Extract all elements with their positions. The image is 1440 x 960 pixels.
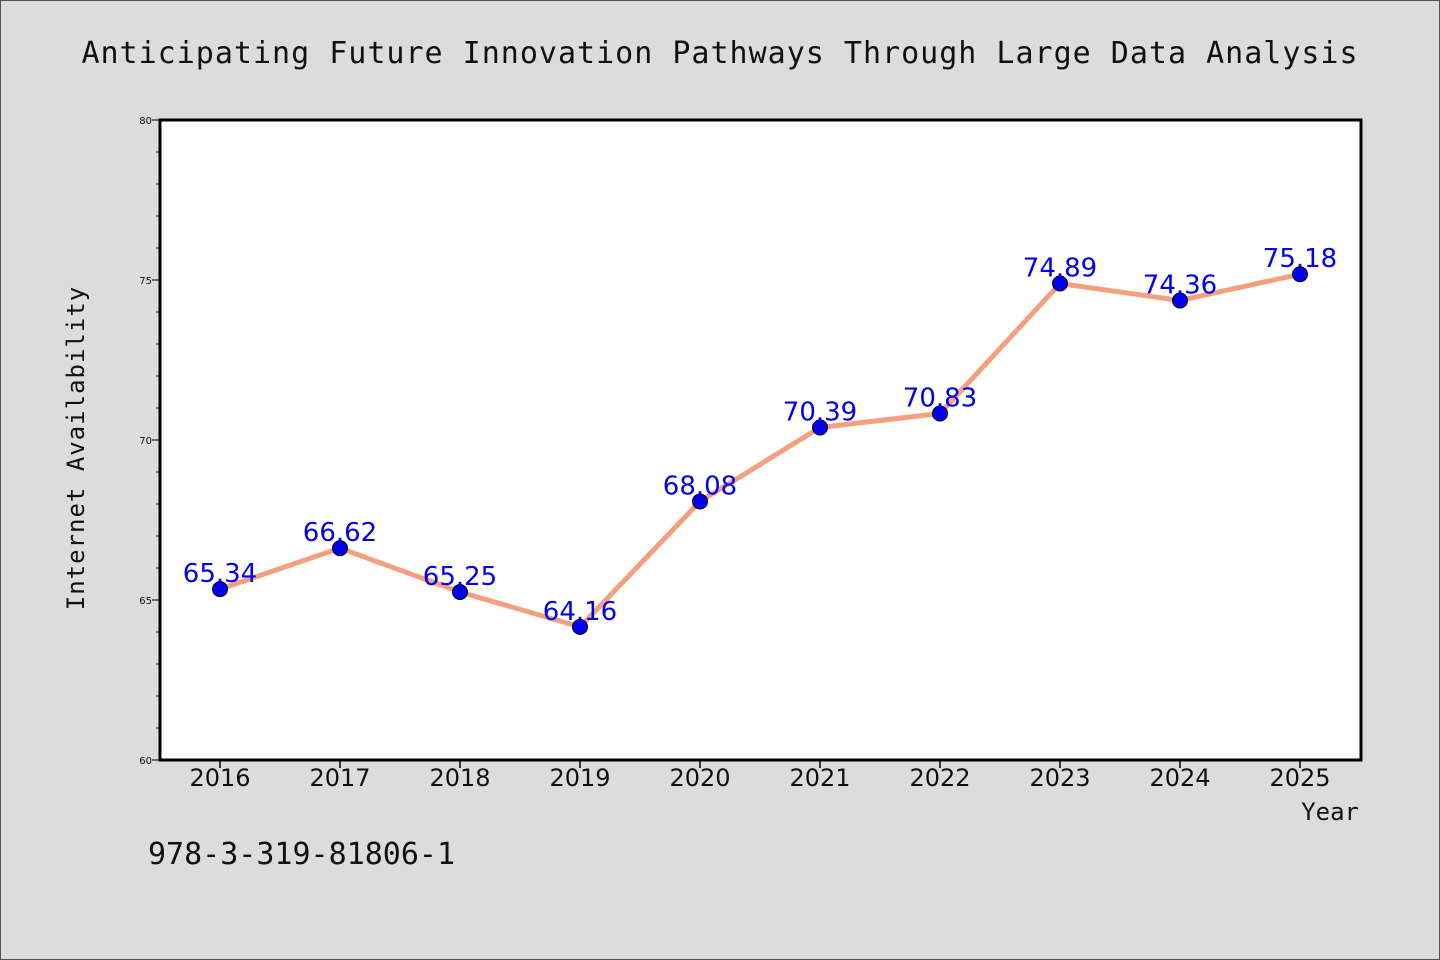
data-point [332,540,348,557]
data-label: 66.62 [303,518,377,548]
data-label: 65.34 [183,559,257,589]
data-point [1172,292,1188,309]
plot-area [158,118,1363,762]
data-point [1292,266,1308,283]
x-tick-label: 2018 [429,764,490,792]
x-tick-label: 2022 [909,764,970,792]
y-tick-label: 65 [139,596,152,607]
x-tick-label: 2020 [669,764,730,792]
y-tick-label: 80 [139,116,152,127]
y-tick-label: 60 [139,756,152,767]
data-point [1052,275,1068,292]
data-point [692,493,708,510]
data-label: 64.16 [543,597,617,627]
y-tick-label: 70 [139,436,152,447]
x-tick-label: 2023 [1029,764,1090,792]
x-tick-label: 2021 [789,764,850,792]
data-point [932,405,948,422]
data-label: 68.08 [663,471,737,501]
data-label: 74.89 [1023,254,1097,284]
data-label: 74.36 [1143,270,1217,300]
x-tick-label: 2016 [189,764,250,792]
footer-isbn: 978-3-319-81806-1 [148,837,455,872]
y-axis-label: Internet Availability [62,286,90,610]
x-axis: 2016 2017 2018 2019 2020 2021 2022 2023 2024 2025 [189,760,1331,792]
data-point [212,581,228,598]
data-label: 70.83 [903,383,977,413]
x-tick-label: 2019 [549,764,610,792]
data-point [572,618,588,635]
data-label: 70.39 [783,398,857,428]
chart-title: Anticipating Future Innovation Pathways … [81,36,1358,71]
data-label: 75.18 [1263,244,1337,274]
series-layer [212,266,1308,635]
data-point [812,419,828,436]
series-line [219,271,1301,630]
y-axis: 60 65 70 75 80 [139,116,160,767]
x-tick-label: 2025 [1269,764,1330,792]
y-tick-label: 75 [139,276,152,287]
x-tick-label: 2017 [309,764,370,792]
data-point [452,584,468,600]
data-labels: 65.34 66.62 65.25 64.16 68.08 70.39 70.83 74.89… [183,244,1337,627]
x-axis-label: Year [1301,798,1359,826]
x-tick-label: 2024 [1149,764,1210,792]
data-label: 65.25 [423,562,497,592]
